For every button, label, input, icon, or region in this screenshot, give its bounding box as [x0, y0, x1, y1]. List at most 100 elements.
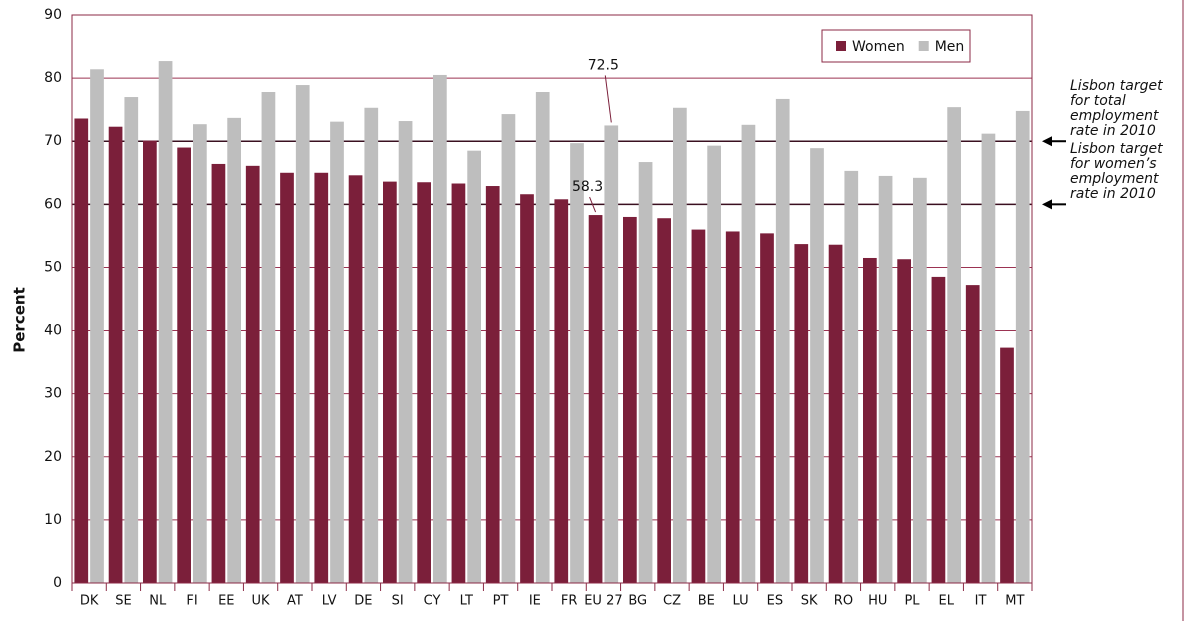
- x-tick-label: DK: [80, 594, 99, 609]
- bar: [177, 147, 191, 584]
- bar: [280, 172, 294, 583]
- bar: [760, 233, 774, 583]
- legend-label: Women: [852, 39, 905, 55]
- x-tick-label: EE: [218, 594, 234, 609]
- bar: [90, 69, 104, 583]
- bar: [623, 216, 637, 583]
- data-label: 58.3: [572, 179, 603, 195]
- legend-label: Men: [935, 39, 965, 55]
- bar: [74, 118, 89, 583]
- x-tick-label: LT: [460, 594, 473, 609]
- bar: [501, 114, 516, 583]
- bar: [245, 165, 260, 583]
- x-tick-label: LU: [733, 594, 749, 609]
- arrow-head: [1042, 199, 1052, 210]
- x-tick-label: LV: [322, 594, 337, 609]
- x-tick-label: IT: [975, 594, 987, 609]
- bar: [725, 231, 740, 583]
- x-tick-label: MT: [1005, 594, 1024, 609]
- y-axis-label: Percent: [11, 287, 29, 352]
- bar: [844, 170, 859, 583]
- bar: [227, 117, 241, 584]
- bar: [794, 244, 809, 584]
- bar: [828, 244, 843, 584]
- bar: [810, 148, 824, 584]
- bar: [570, 143, 584, 584]
- x-tick-label: EU 27: [584, 594, 622, 609]
- x-tick-label: SK: [801, 594, 818, 609]
- bar: [295, 85, 310, 583]
- bar: [604, 125, 619, 583]
- bar: [657, 218, 671, 583]
- y-tick-label: 0: [53, 575, 62, 591]
- bar: [947, 107, 961, 584]
- legend-swatch: [836, 41, 846, 51]
- bar: [330, 121, 344, 583]
- x-tick-label: CZ: [663, 594, 681, 609]
- x-tick-label: AT: [287, 594, 303, 609]
- legend-swatch: [918, 41, 929, 51]
- y-tick-label: 40: [44, 323, 62, 339]
- annotation: Lisbon target for women’s employment rat…: [1070, 141, 1163, 203]
- bar: [673, 107, 687, 584]
- bar: [535, 91, 550, 584]
- bar: [398, 121, 413, 583]
- bar: [981, 133, 996, 583]
- x-tick-label: RO: [834, 594, 853, 609]
- y-tick-label: 30: [44, 386, 62, 402]
- bar: [158, 61, 173, 584]
- x-tick-label: UK: [252, 594, 271, 609]
- bar: [124, 97, 139, 584]
- bar: [913, 177, 927, 583]
- bar: [451, 183, 466, 584]
- data-label: 72.5: [588, 57, 619, 73]
- bar: [1015, 110, 1030, 583]
- bar: [108, 126, 123, 583]
- bar: [878, 175, 893, 583]
- x-tick-label: FR: [561, 594, 578, 609]
- bar: [741, 124, 756, 584]
- x-tick-label: SE: [115, 594, 131, 609]
- bar: [211, 163, 226, 584]
- bar: [863, 257, 877, 583]
- y-tick-label: 70: [44, 133, 62, 149]
- x-tick-label: BE: [698, 594, 715, 609]
- bar: [314, 172, 329, 583]
- bar: [638, 162, 653, 583]
- bar: [554, 199, 569, 584]
- bar: [417, 182, 431, 583]
- x-tick-label: DE: [354, 594, 372, 609]
- annotation: Lisbon target for total employment rate …: [1070, 78, 1163, 140]
- bar: [691, 229, 706, 584]
- y-tick-label: 10: [44, 512, 62, 528]
- y-tick-label: 50: [44, 259, 62, 275]
- bar: [775, 98, 790, 583]
- x-tick-label: PT: [493, 594, 509, 609]
- y-tick-label: 80: [44, 70, 62, 86]
- bar: [1000, 347, 1014, 583]
- x-tick-label: EL: [939, 594, 955, 609]
- leader-line: [604, 75, 612, 123]
- bar: [433, 74, 447, 583]
- bar: [143, 140, 157, 583]
- x-tick-label: ES: [767, 594, 783, 609]
- bar: [485, 186, 500, 583]
- bar: [193, 124, 207, 583]
- bar: [707, 145, 721, 583]
- bar: [467, 150, 481, 583]
- bar: [364, 107, 379, 584]
- y-tick-label: 90: [44, 7, 62, 23]
- bar: [931, 276, 946, 583]
- y-tick-label: 60: [44, 196, 62, 212]
- x-tick-label: CY: [424, 594, 441, 609]
- x-tick-label: HU: [868, 594, 887, 609]
- leader-line: [589, 196, 597, 213]
- x-tick-label: FI: [186, 594, 197, 609]
- x-tick-label: IE: [529, 594, 541, 609]
- x-tick-label: SI: [392, 594, 404, 609]
- bar: [965, 285, 980, 583]
- bar: [383, 181, 397, 583]
- y-tick-label: 20: [44, 449, 62, 465]
